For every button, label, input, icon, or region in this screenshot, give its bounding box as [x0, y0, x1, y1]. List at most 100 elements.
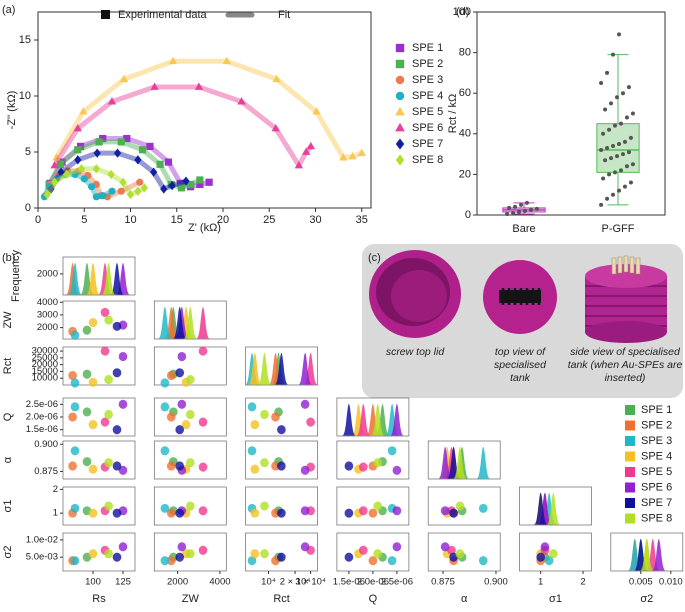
- y-tick-label: 5: [25, 146, 31, 158]
- x-tick-label: 2.0e-06: [357, 577, 389, 588]
- x-tick-label: 10⁴: [261, 577, 276, 588]
- x-tick-label: 35: [356, 214, 368, 226]
- legend-label: SPE 8: [412, 154, 443, 166]
- data-point: [511, 210, 516, 215]
- posterior-cloud: [250, 464, 260, 474]
- data-point: [160, 184, 168, 194]
- x-tick-label: 1: [538, 577, 543, 588]
- x-tick-label: 0: [35, 214, 41, 226]
- posterior-cloud: [373, 549, 383, 559]
- spe-electrodes: [611, 255, 641, 275]
- posterior-cloud: [440, 506, 450, 516]
- data-point: [616, 32, 621, 37]
- data-point: [80, 175, 88, 183]
- x-tick-label: Bare: [512, 223, 535, 235]
- cell-frame: [153, 440, 227, 480]
- posterior-cloud: [271, 412, 280, 422]
- data-point: [603, 158, 608, 163]
- histogram: [371, 403, 385, 436]
- posterior-cloud: [440, 542, 450, 552]
- data-point: [117, 138, 125, 146]
- data-point: [156, 160, 164, 168]
- cell-frame: [245, 397, 318, 437]
- x-tick-label: 10: [124, 214, 136, 226]
- posterior-cloud: [104, 501, 113, 511]
- x-tick-label: 25: [263, 214, 275, 226]
- y-tick-label: 2.0e-06: [26, 412, 58, 423]
- data-point: [616, 188, 621, 193]
- posterior-cloud: [88, 508, 98, 518]
- x-tick-label: 100: [85, 577, 101, 588]
- posterior-cloud: [160, 556, 170, 566]
- cell-frame: [245, 486, 318, 526]
- data-point: [74, 146, 82, 154]
- posterior-cloud: [198, 506, 208, 516]
- data-point: [93, 148, 101, 158]
- histogram: [298, 352, 312, 385]
- posterior-cloud: [358, 462, 368, 472]
- slot-teeth: [501, 288, 541, 305]
- photo-caption: tank: [510, 372, 531, 384]
- legend-marker: [101, 10, 110, 19]
- y-tick-label: 80: [459, 47, 471, 59]
- y-tick-label: 0.875: [34, 466, 58, 477]
- data-point: [519, 202, 524, 207]
- x-tick-label: 30: [309, 214, 321, 226]
- posterior-cloud: [198, 417, 208, 427]
- data-point: [522, 208, 527, 213]
- posterior-cloud: [160, 402, 170, 412]
- legend-label: SPE 6: [641, 481, 672, 493]
- posterior-cloud: [100, 307, 110, 317]
- x-axis-label: Rs: [92, 593, 106, 605]
- legend-marker: [395, 43, 405, 53]
- data-point: [73, 123, 82, 132]
- data-point: [134, 186, 142, 196]
- y-tick-label: 15000: [32, 366, 58, 377]
- data-point: [613, 123, 618, 128]
- data-point: [47, 184, 55, 194]
- posterior-cloud: [373, 501, 383, 511]
- cell-frame: [245, 440, 318, 480]
- posterior-cloud: [344, 461, 354, 471]
- y-tick-label: 1.0e-02: [26, 534, 58, 545]
- legend-label: SPE 6: [412, 122, 443, 134]
- posterior-cloud: [260, 409, 269, 420]
- y-tick-label: 0: [465, 209, 471, 221]
- data-point: [146, 142, 154, 150]
- data-point: [92, 193, 100, 201]
- posterior-cloud: [198, 545, 208, 555]
- data-point: [99, 192, 107, 200]
- x-tick-label: 5: [81, 214, 87, 226]
- legend-marker: [625, 405, 635, 415]
- legend-label: SPE 7: [641, 497, 672, 509]
- posterior-cloud: [68, 370, 77, 381]
- posterior-cloud: [260, 549, 269, 559]
- y-axis-label: σ1: [2, 500, 14, 513]
- legend-label: SPE 5: [412, 106, 443, 118]
- posterior-cloud: [112, 425, 122, 435]
- posterior-cloud: [175, 552, 185, 562]
- histogram: [342, 403, 356, 436]
- cell-frame: [62, 440, 136, 480]
- data-point: [52, 153, 61, 161]
- posterior-cloud: [175, 508, 185, 518]
- x-tick-label: 2.5e-06: [381, 577, 413, 588]
- x-axis-label: α: [461, 593, 468, 605]
- data-point: [126, 189, 135, 200]
- histogram: [173, 306, 187, 339]
- y-tick-label: 1.5e-06: [26, 424, 58, 435]
- x-axis-label: σ2: [640, 593, 653, 605]
- data-point: [196, 180, 204, 189]
- legend-label: SPE 8: [641, 512, 672, 524]
- y-tick-label: 0: [25, 202, 31, 214]
- cell-frame: [336, 486, 410, 526]
- posterior-cloud: [277, 552, 286, 562]
- x-tick-label: 1.5e-06: [333, 577, 365, 588]
- data-point: [624, 164, 629, 169]
- x-tick-label: 15: [171, 214, 183, 226]
- histogram: [390, 403, 404, 436]
- cell-frame: [62, 346, 136, 386]
- posterior-cloud: [82, 325, 92, 335]
- data-point: [306, 141, 316, 150]
